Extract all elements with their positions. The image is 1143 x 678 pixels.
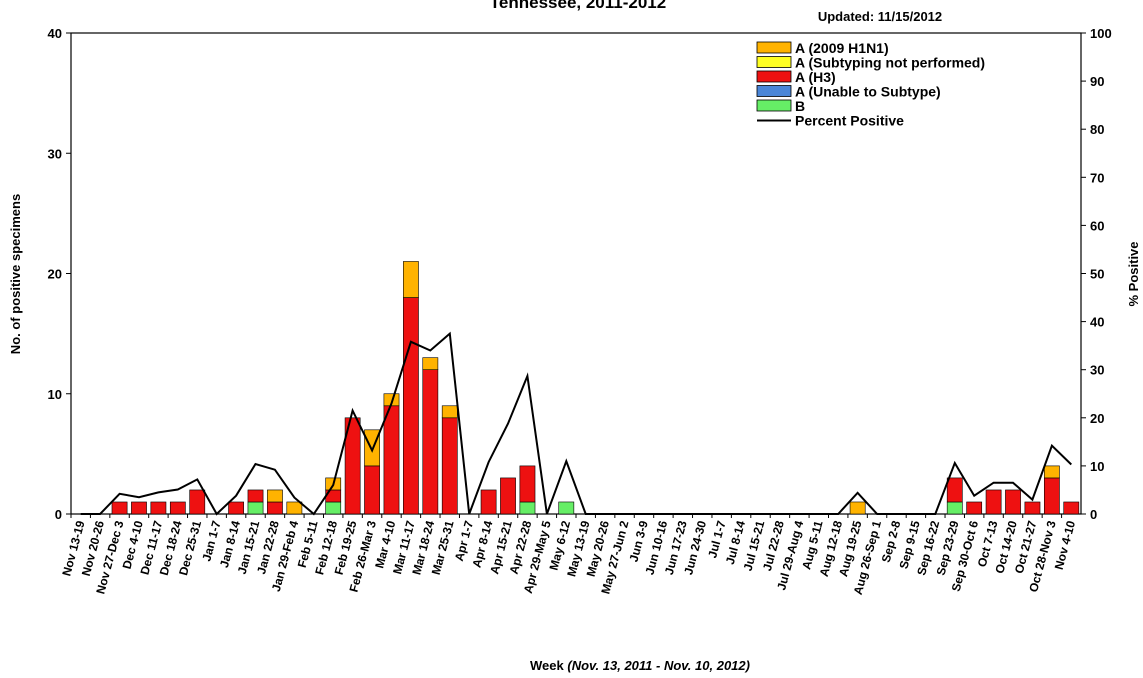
bar-segment <box>403 261 419 298</box>
percent-positive-polyline <box>80 331 1072 516</box>
y2-tick-label: 40 <box>1090 315 1104 330</box>
bars <box>111 261 1080 515</box>
legend-label: A (H3) <box>795 69 836 85</box>
y2-tick-label: 50 <box>1090 267 1104 282</box>
y-tick-label: 30 <box>48 146 62 161</box>
bar-segment <box>344 417 361 515</box>
x-axis-label-main: Week <box>530 658 564 673</box>
y-axis-label: No. of positive specimens <box>8 194 23 354</box>
legend-swatch <box>756 85 792 97</box>
legend-swatch <box>756 99 792 112</box>
plot-frame <box>70 32 1082 515</box>
bar-segment <box>849 501 866 515</box>
bar-segment <box>286 501 303 515</box>
chart-title: Tennessee, 2011-2012 <box>490 0 666 12</box>
left-axis-ticks: 0 10 20 30 40 <box>48 26 71 522</box>
legend-swatch <box>756 56 792 68</box>
bar-segment <box>1005 489 1021 515</box>
bar-segment <box>1063 501 1080 515</box>
bar-segment <box>228 501 244 515</box>
percent-positive-line <box>80 331 1072 516</box>
bar-segment <box>441 405 458 419</box>
x-axis-label-range: (Nov. 13, 2011 - Nov. 10, 2012) <box>567 658 750 673</box>
bar-segment <box>422 357 439 370</box>
bar-segment <box>1043 477 1060 515</box>
bar-segment <box>267 501 283 515</box>
bar-segment <box>169 501 186 515</box>
bar-segment <box>267 489 283 503</box>
bar-segment <box>500 477 516 515</box>
x-axis-label: Week (Nov. 13, 2011 - Nov. 10, 2012) <box>530 658 750 673</box>
bar-segment <box>111 501 128 515</box>
bar-segment <box>383 405 400 515</box>
y2-tick-label: 10 <box>1090 459 1104 474</box>
bar-segment <box>403 297 419 515</box>
bar-segment <box>441 417 458 515</box>
bar-segment <box>150 501 167 515</box>
bar-segment <box>1024 501 1041 515</box>
y2-tick-label: 70 <box>1090 170 1104 185</box>
y2-tick-label: 20 <box>1090 411 1104 426</box>
bar-segment <box>946 501 963 515</box>
legend-label: B <box>795 98 805 114</box>
y2-tick-label: 30 <box>1090 363 1104 378</box>
axes <box>70 32 1082 515</box>
y2-tick-label: 0 <box>1090 507 1097 522</box>
y2-axis-label: % Positive <box>1126 241 1141 306</box>
legend-swatch <box>756 70 792 83</box>
bar-segment <box>1043 465 1060 479</box>
bar-segment <box>325 501 342 515</box>
legend-swatch <box>756 41 792 54</box>
legend-label: A (Unable to Subtype) <box>795 84 941 100</box>
y-tick-label: 10 <box>48 387 62 402</box>
y-tick-label: 0 <box>55 507 62 522</box>
bar-segment <box>480 489 497 515</box>
bar-segment <box>966 501 983 515</box>
bar-segment <box>519 465 536 503</box>
bar-segment <box>189 489 206 515</box>
bar-segment <box>131 501 147 515</box>
legend: A (2009 H1N1)A (Subtyping not performed)… <box>756 40 985 129</box>
y2-tick-label: 80 <box>1090 122 1104 137</box>
right-axis-ticks: 0 10 20 30 40 50 60 70 80 90 100 <box>1081 26 1112 522</box>
y-tick-label: 40 <box>48 26 62 41</box>
legend-label: A (Subtyping not performed) <box>795 55 985 71</box>
legend-label: A (2009 H1N1) <box>795 40 889 56</box>
bar-segment <box>422 369 439 515</box>
legend-label: Percent Positive <box>795 113 904 129</box>
bar-segment <box>247 501 264 515</box>
bar-segment <box>364 465 380 515</box>
y2-tick-label: 60 <box>1090 218 1104 233</box>
bar-segment <box>558 501 575 515</box>
bar-segment <box>985 489 1002 515</box>
bar-segment <box>519 501 536 515</box>
y2-tick-label: 90 <box>1090 74 1104 89</box>
bar-segment <box>247 489 264 503</box>
y-tick-label: 20 <box>48 267 62 282</box>
y2-tick-label: 100 <box>1090 26 1112 41</box>
bar-segment <box>946 477 963 503</box>
updated-date: Updated: 11/15/2012 <box>818 9 942 24</box>
